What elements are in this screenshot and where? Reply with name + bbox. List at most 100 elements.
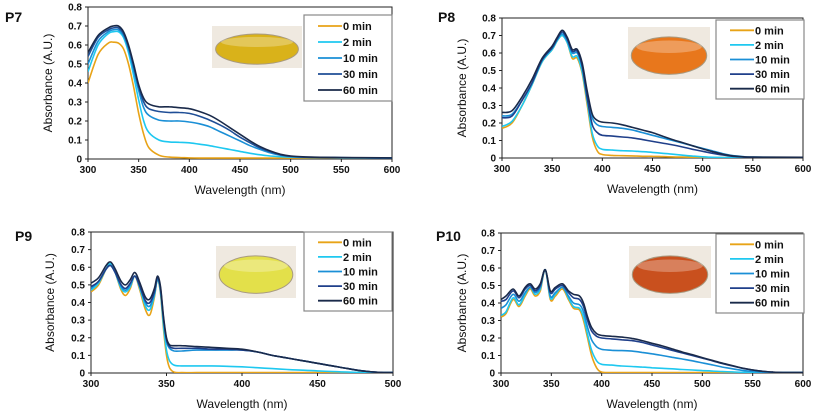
y-tick-label: 0.7 xyxy=(481,246,495,257)
series-line-0-min xyxy=(88,41,392,159)
x-tick-label: 500 xyxy=(385,379,402,390)
x-tick-label: 500 xyxy=(282,165,299,176)
legend-label: 60 min xyxy=(343,296,378,308)
y-axis-title: Absorbance (A.U.) xyxy=(43,253,57,352)
dish-highlight xyxy=(224,259,288,273)
dish-highlight xyxy=(221,36,293,47)
legend: 0 min 2 min 10 min 30 min 60 min xyxy=(715,233,805,314)
y-tick-label: 0.5 xyxy=(481,281,495,292)
y-axis-title: Absorbance (A.U.) xyxy=(455,254,469,353)
series-lines xyxy=(88,24,392,159)
series-line-60-min xyxy=(91,261,393,373)
legend-item: 2 min xyxy=(318,37,372,49)
legend-item: 10 min xyxy=(730,269,790,281)
y-tick-label: 0.2 xyxy=(71,333,85,344)
y-tick-label: 0.3 xyxy=(481,316,495,327)
series-lines xyxy=(501,268,803,373)
dish-liquid xyxy=(218,255,294,294)
panel-p7: P7 0 0.1 0.2 0.3 0.4 0.5 0.6 0.7 0.8 300 350 400 450 5… xyxy=(5,3,401,198)
y-tick-label: 0 xyxy=(490,154,496,165)
series-line-2-min xyxy=(88,30,392,159)
y-tick-label: 0.6 xyxy=(68,41,82,52)
series-line-2-min xyxy=(502,34,803,158)
y-tick-label: 0.1 xyxy=(71,351,85,362)
y-tick-label: 0.8 xyxy=(482,14,496,25)
legend-label: 2 min xyxy=(343,252,372,264)
legend-item: 30 min xyxy=(318,281,378,293)
y-tick-label: 0.3 xyxy=(482,101,496,112)
solution-photo xyxy=(212,26,302,68)
panel-p10: P10 0 0.1 0.2 0.3 0.4 0.5 0.6 0.7 0.8 300 350 400 450… xyxy=(436,228,812,411)
x-tick-label: 300 xyxy=(83,379,100,390)
panel-label: P8 xyxy=(438,9,455,25)
y-tick-label: 0.1 xyxy=(482,136,496,147)
legend-label: 30 min xyxy=(343,69,378,81)
x-tick-label: 450 xyxy=(644,379,661,390)
x-tick-label: 400 xyxy=(234,379,251,390)
y-tick-label: 0.4 xyxy=(481,299,495,310)
legend-label: 0 min xyxy=(755,239,784,251)
legend-label: 0 min xyxy=(343,21,372,33)
y-tick-label: 0 xyxy=(489,369,495,380)
legend: 0 min 2 min 10 min 30 min 60 min xyxy=(303,231,393,312)
panel-p8: P8 0 0.1 0.2 0.3 0.4 0.5 0.6 0.7 0.8 300 350 400 450 5… xyxy=(438,9,812,196)
x-tick-label: 500 xyxy=(694,379,711,390)
solution-photo xyxy=(216,246,296,298)
y-axis-title: Absorbance (A.U.) xyxy=(455,39,469,138)
legend-item: 0 min xyxy=(730,25,784,37)
series-line-2-min xyxy=(91,262,393,373)
y-tick-label: 0.3 xyxy=(68,98,82,109)
series-line-0-min xyxy=(91,262,393,373)
y-tick-label: 0.5 xyxy=(482,66,496,77)
x-axis-title: Wavelength (nm) xyxy=(607,397,698,411)
x-tick-label: 350 xyxy=(544,164,561,175)
x-axis-title: Wavelength (nm) xyxy=(607,182,698,196)
legend-item: 0 min xyxy=(730,239,784,251)
panel-p9: P9 0 0.1 0.2 0.3 0.4 0.5 0.6 0.7 0.8 300 350 400 450 5… xyxy=(15,228,402,412)
x-tick-label: 600 xyxy=(384,165,401,176)
x-tick-label: 400 xyxy=(594,164,611,175)
legend-item: 10 min xyxy=(318,53,378,65)
x-tick-label: 300 xyxy=(80,165,97,176)
legend-item: 0 min xyxy=(318,237,372,249)
legend: 0 min 2 min 10 min 30 min 60 min xyxy=(715,19,805,100)
y-tick-label: 0.4 xyxy=(68,79,82,90)
x-tick-label: 550 xyxy=(333,165,350,176)
y-tick-label: 0.7 xyxy=(482,31,496,42)
legend-item: 30 min xyxy=(730,69,790,81)
panel-label: P9 xyxy=(15,228,32,244)
series-line-60-min xyxy=(501,268,803,373)
legend-item: 0 min xyxy=(318,21,372,33)
panel-label: P10 xyxy=(436,228,461,244)
y-tick-label: 0 xyxy=(76,155,82,166)
legend-label: 0 min xyxy=(755,25,784,37)
legend-label: 60 min xyxy=(343,85,378,97)
series-lines xyxy=(502,29,803,158)
dish-liquid xyxy=(630,36,708,75)
y-tick-label: 0.5 xyxy=(71,280,85,291)
y-tick-label: 0.4 xyxy=(71,298,85,309)
legend-item: 30 min xyxy=(730,283,790,295)
dish-liquid xyxy=(215,33,299,65)
legend-label: 60 min xyxy=(755,298,790,310)
y-tick-label: 0.8 xyxy=(71,228,85,239)
x-tick-label: 350 xyxy=(130,165,147,176)
x-tick-label: 600 xyxy=(795,379,812,390)
legend: 0 min 2 min 10 min 30 min 60 min xyxy=(303,14,393,102)
legend-item: 60 min xyxy=(318,85,378,97)
x-tick-label: 300 xyxy=(494,164,511,175)
dish-highlight xyxy=(637,259,703,273)
y-tick-label: 0.1 xyxy=(481,351,495,362)
series-line-10-min xyxy=(501,268,803,373)
series-line-60-min xyxy=(88,24,392,159)
x-tick-label: 350 xyxy=(543,379,560,390)
y-tick-label: 0.6 xyxy=(71,263,85,274)
legend-label: 30 min xyxy=(343,281,378,293)
y-tick-label: 0.7 xyxy=(68,22,82,33)
solution-photo xyxy=(628,27,710,79)
y-tick-label: 0.2 xyxy=(481,334,495,345)
x-tick-label: 450 xyxy=(309,379,326,390)
series-line-2-min xyxy=(501,268,803,373)
legend-item: 2 min xyxy=(730,254,784,266)
series-lines xyxy=(91,261,393,373)
